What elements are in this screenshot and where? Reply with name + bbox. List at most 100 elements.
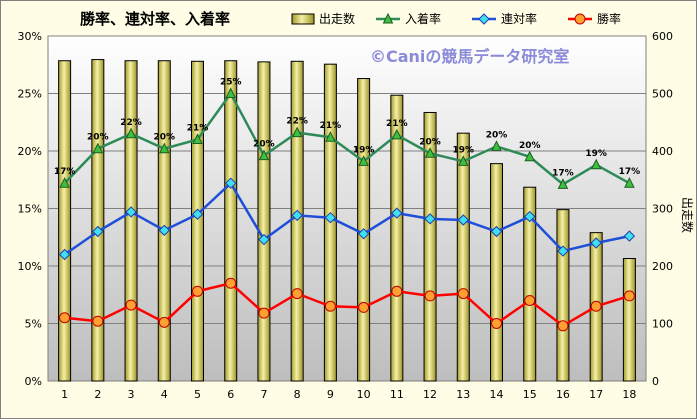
x-tick-label: 8: [294, 388, 301, 401]
marker-連対率-15: [524, 210, 536, 223]
y-left-tick-label: 25%: [18, 88, 42, 101]
data-label-入着率-18: 17%: [619, 167, 641, 177]
marker-連対率-13: [457, 214, 469, 226]
marker-勝率-5: [192, 285, 203, 297]
x-tick-label: 15: [523, 388, 537, 401]
x-tick-label: 12: [423, 388, 437, 401]
marker-勝率-15: [524, 295, 536, 306]
legend-label-出走数: 出走数: [319, 11, 355, 26]
data-label-入着率-7: 20%: [253, 140, 275, 150]
marker-勝率-9: [324, 300, 336, 312]
bar-出走数-6: [224, 60, 238, 382]
y-right-tick-label: 300: [652, 203, 673, 216]
marker-入着率-7: [258, 149, 270, 161]
x-tick-label: 11: [390, 388, 404, 401]
bar-出走数-2: [91, 59, 105, 382]
x-tick-label: 3: [128, 388, 135, 401]
x-tick-label: 9: [327, 388, 334, 401]
marker-入着率-9: [325, 131, 336, 142]
marker-連対率-6: [225, 177, 237, 189]
line-連対率: [63, 181, 630, 256]
legend-label-入着率: 入着率: [405, 11, 441, 26]
bar-出走数-14: [490, 163, 503, 382]
x-tick-label: 13: [456, 388, 470, 401]
watermark-text: ©Caniの競馬データ研究室: [370, 47, 569, 66]
bar-出走数-5: [191, 60, 204, 382]
marker-連対率-4: [158, 224, 170, 237]
y-left-tick-label: 20%: [18, 145, 42, 158]
marker-連対率-17: [590, 237, 602, 249]
x-tick-label: 5: [194, 388, 201, 401]
marker-勝率-10: [358, 301, 370, 313]
marker-入着率-14: [491, 140, 502, 151]
marker-勝率-11: [391, 285, 403, 297]
data-label-入着率-17: 19%: [585, 149, 607, 159]
marker-連対率-16: [557, 245, 569, 257]
marker-入着率-5: [192, 133, 203, 144]
marker-入着率-3: [125, 127, 137, 139]
marker-連対率-18: [623, 230, 636, 242]
data-label-入着率-4: 20%: [154, 133, 176, 143]
marker-勝率-2: [92, 315, 104, 327]
marker-連対率-3: [125, 206, 137, 218]
bar-出走数-1: [58, 60, 72, 382]
marker-入着率-8: [291, 126, 303, 138]
gridlines: [48, 93, 646, 324]
x-tick-label: 17: [589, 388, 603, 401]
x-tick-label: 14: [490, 388, 504, 401]
bar-出走数-12: [423, 111, 437, 382]
marker-連対率-10: [357, 228, 370, 240]
line-入着率: [63, 91, 630, 186]
marker-勝率-13: [457, 288, 469, 300]
marker-連対率-7: [258, 233, 270, 246]
data-label-入着率-8: 22%: [286, 117, 308, 127]
marker-勝率-16: [557, 320, 569, 332]
data-label-入着率-2: 20%: [87, 133, 109, 143]
legend-label-連対率: 連対率: [501, 11, 537, 26]
marker-入着率-13: [457, 155, 469, 166]
marker-勝率-4: [158, 316, 170, 328]
marker-勝率-12: [424, 290, 436, 302]
marker-連対率-1: [58, 248, 71, 261]
x-tick-label: 1: [61, 388, 68, 401]
y-left-tick-label: 5%: [25, 318, 42, 331]
y-right-axis-title: 出走数: [680, 197, 695, 233]
data-label-入着率-14: 20%: [486, 130, 508, 140]
y-right-tick-label: 400: [652, 145, 673, 158]
x-tick-label: 18: [622, 388, 636, 401]
y-left-tick-label: 15%: [18, 203, 42, 216]
x-tick-label: 2: [94, 388, 101, 401]
marker-勝率-14: [491, 318, 502, 329]
marker-入着率-4: [158, 142, 170, 154]
bar-出走数-16: [556, 209, 570, 382]
line-series: [58, 87, 636, 332]
marker-入着率-10: [358, 155, 369, 166]
bar-出走数-18: [622, 258, 636, 382]
bar-出走数-13: [456, 132, 470, 382]
x-tick-label: 7: [260, 388, 267, 401]
marker-勝率-7: [258, 307, 270, 319]
legend-marker-連対率: [478, 13, 490, 25]
marker-入着率-11: [391, 128, 403, 140]
bar-出走数-11: [390, 94, 404, 382]
bar-出走数-15: [523, 186, 537, 382]
y-right-tick-label: 500: [652, 88, 673, 101]
marker-入着率-1: [59, 177, 70, 188]
data-label-入着率-12: 20%: [419, 137, 441, 147]
y-left-tick-label: 30%: [18, 30, 42, 43]
data-label-入着率-16: 17%: [552, 168, 574, 178]
bar-出走数-7: [257, 61, 271, 382]
marker-連対率-14: [490, 225, 503, 238]
legend-marker-勝率: [574, 13, 586, 25]
data-label-入着率-10: 19%: [353, 145, 375, 155]
marker-入着率-15: [524, 150, 536, 162]
chart-title: 勝率、連対率、入着率: [80, 10, 230, 28]
data-label-入着率-5: 21%: [187, 124, 209, 134]
bar-出走数-4: [157, 60, 171, 382]
x-tick-label: 4: [161, 388, 168, 401]
marker-連対率-12: [424, 213, 436, 225]
marker-入着率-16: [557, 178, 569, 189]
y-right-tick-label: 100: [652, 318, 673, 331]
